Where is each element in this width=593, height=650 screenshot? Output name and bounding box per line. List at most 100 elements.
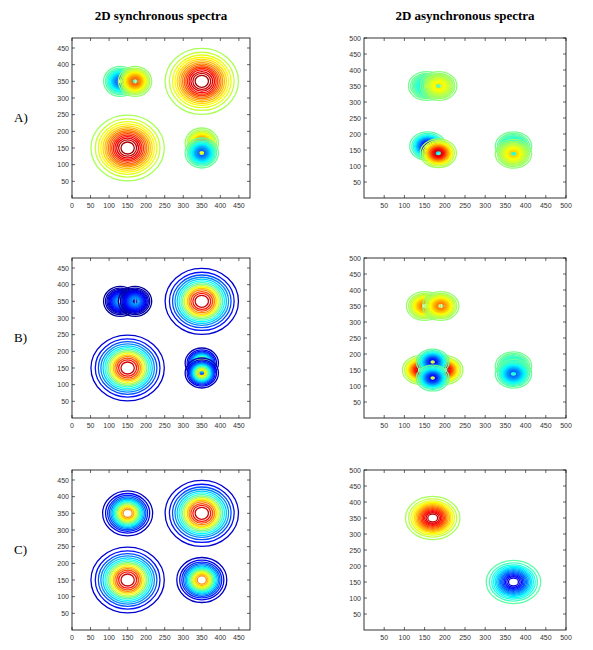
y-tick (247, 580, 250, 581)
contour-line (427, 295, 454, 316)
x-tick (201, 258, 202, 261)
plot-background (72, 38, 250, 198)
x-tick-label: 450 (540, 422, 552, 429)
x-tick (525, 415, 526, 418)
contour-line (194, 573, 209, 586)
contour-line (434, 150, 443, 157)
contour-line (123, 509, 132, 517)
contour-line (187, 68, 216, 94)
contour-line (501, 364, 525, 383)
y-tick (364, 534, 367, 535)
contour-line (180, 560, 224, 600)
y-tick (364, 402, 367, 403)
contour-line (112, 134, 144, 163)
x-tick-label: 300 (177, 422, 189, 429)
x-tick-label: 400 (214, 422, 226, 429)
x-tick (545, 470, 546, 473)
x-tick (505, 195, 506, 198)
y-tick (563, 518, 566, 519)
contour-line (129, 76, 141, 86)
column-title: 2D synchronous spectra (95, 8, 228, 23)
contour-line (177, 491, 226, 535)
contour-line (431, 298, 450, 313)
contour-line (179, 493, 224, 534)
contour-line (507, 149, 520, 159)
x-tick (72, 195, 73, 198)
contour-line (503, 366, 524, 382)
contour-line (119, 506, 136, 522)
contour-line (169, 484, 234, 542)
y-tick (563, 38, 566, 39)
contour-line (422, 141, 454, 166)
x-tick (183, 627, 184, 630)
x-tick-label: 50 (380, 202, 388, 209)
x-tick (109, 38, 110, 41)
x-tick (109, 627, 110, 630)
contour-line (191, 72, 213, 92)
contour-line (115, 137, 140, 160)
contour-line (198, 369, 206, 376)
x-tick (545, 627, 546, 630)
contour-line (428, 78, 449, 94)
x-tick (201, 415, 202, 418)
contour-line (181, 63, 223, 101)
y-tick (247, 64, 250, 65)
y-tick (364, 38, 367, 39)
contour-line (427, 144, 449, 162)
y-tick-label: 50 (61, 178, 69, 185)
y-tick-label: 150 (57, 145, 69, 152)
contour-line (195, 507, 208, 519)
contour-line (413, 502, 453, 534)
contour-line (435, 302, 446, 311)
contour-line (504, 146, 523, 161)
x-tick (127, 258, 128, 261)
y-tick-label: 200 (349, 351, 361, 358)
contour-line (503, 146, 524, 162)
contour-line (505, 367, 522, 381)
y-tick-label: 150 (349, 367, 361, 374)
x-tick (238, 627, 239, 630)
contour-line (193, 145, 210, 161)
y-tick (563, 70, 566, 71)
contour-line (112, 499, 143, 527)
y-tick (247, 401, 250, 402)
x-tick (404, 470, 405, 473)
contour-line (199, 150, 205, 155)
x-tick (201, 38, 202, 41)
contour-line (177, 558, 227, 603)
x-tick-label: 450 (233, 634, 245, 641)
y-tick (364, 582, 367, 583)
contour-line (431, 80, 447, 93)
y-tick (364, 566, 367, 567)
x-tick (505, 415, 506, 418)
contour-line (433, 149, 444, 158)
contour-line (193, 572, 210, 588)
contour-line (502, 573, 526, 592)
contour-line (108, 563, 146, 598)
contour-line (198, 149, 206, 156)
contour-line (489, 563, 537, 601)
contour-line (195, 295, 208, 307)
contours (91, 48, 239, 181)
contour-line (191, 504, 213, 524)
contour-line (429, 296, 453, 315)
x-tick (164, 470, 165, 473)
x-tick-label: 50 (380, 422, 388, 429)
y-tick (247, 114, 250, 115)
contour-line (506, 368, 522, 381)
contour-line (129, 295, 142, 307)
y-tick (563, 534, 566, 535)
x-tick-label: 450 (233, 202, 245, 209)
y-tick (247, 563, 250, 564)
contour-panel: 0501001502002503003504004505010015020025… (57, 258, 250, 429)
contour-line (112, 354, 144, 383)
x-tick (404, 195, 405, 198)
x-tick (566, 627, 567, 630)
contour-line (197, 576, 206, 584)
y-tick (72, 318, 75, 319)
contour-line (192, 364, 211, 381)
contour-line (434, 301, 447, 311)
contour-line (108, 351, 146, 386)
contour-line (122, 69, 149, 93)
contour-line (195, 367, 208, 379)
